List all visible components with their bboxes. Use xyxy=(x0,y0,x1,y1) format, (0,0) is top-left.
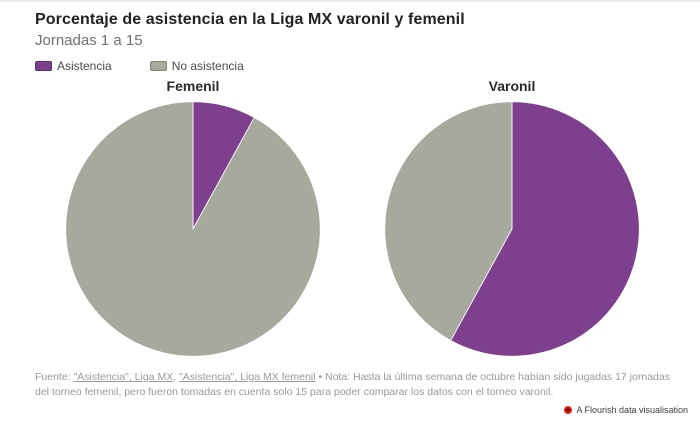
pie-slice-no-asistencia[interactable] xyxy=(65,101,321,357)
legend-label-no-asistencia: No asistencia xyxy=(171,59,244,73)
pie-block-femenil: Femenil xyxy=(65,78,321,357)
pie-title-femenil: Femenil xyxy=(166,78,220,94)
source-prefix: Fuente: xyxy=(35,371,74,383)
pie-chart-femenil[interactable] xyxy=(65,101,321,357)
flourish-logo-icon xyxy=(564,406,573,414)
pie-slice-no-asistencia[interactable] xyxy=(384,101,513,342)
legend-item-asistencia: Asistencia xyxy=(35,59,112,73)
pie-title-varonil: Varonil xyxy=(488,78,536,94)
legend-item-no-asistencia: No asistencia xyxy=(149,59,244,73)
pie-chart-varonil[interactable] xyxy=(384,101,640,357)
flourish-attribution[interactable]: A Flourish data visualisation xyxy=(564,405,688,415)
chart-header: Porcentaje de asistencia en la Liga MX v… xyxy=(35,11,675,73)
flourish-attribution-label: A Flourish data visualisation xyxy=(576,405,688,415)
page-subtitle: Jornadas 1 a 15 xyxy=(35,32,143,49)
pie-slice-asistencia[interactable] xyxy=(450,101,640,357)
pie-block-varonil: Varonil xyxy=(384,78,640,357)
legend-swatch-asistencia-icon xyxy=(35,61,52,71)
source-note: Fuente: "Asistencia", Liga MX, "Asistenc… xyxy=(35,370,685,400)
legend-label-asistencia: Asistencia xyxy=(57,59,112,73)
source-separator: , xyxy=(173,371,180,383)
legend: Asistencia No asistencia xyxy=(35,59,675,73)
legend-swatch-no-asistencia-icon xyxy=(149,61,167,71)
page-title: Porcentaje de asistencia en la Liga MX v… xyxy=(35,11,465,28)
source-link-liga-mx-femenil[interactable]: "Asistencia", Liga MX femenil xyxy=(179,371,316,383)
source-link-liga-mx[interactable]: "Asistencia", Liga MX xyxy=(73,371,174,383)
source-note-text: • Nota: Hasta la última semana de octubr… xyxy=(35,371,670,398)
